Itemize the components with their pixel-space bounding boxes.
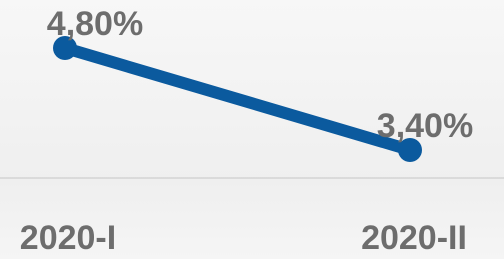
data-label: 4,80% xyxy=(47,5,143,43)
chart: 4,80% 3,40% 2020-I 2020-II xyxy=(0,0,504,259)
x-tick-label: 2020-I xyxy=(20,219,116,257)
page: {"chart_data": {"type": "line", "categor… xyxy=(0,0,504,259)
x-tick-label: 2020-II xyxy=(361,219,467,257)
data-label: 3,40% xyxy=(377,107,473,145)
